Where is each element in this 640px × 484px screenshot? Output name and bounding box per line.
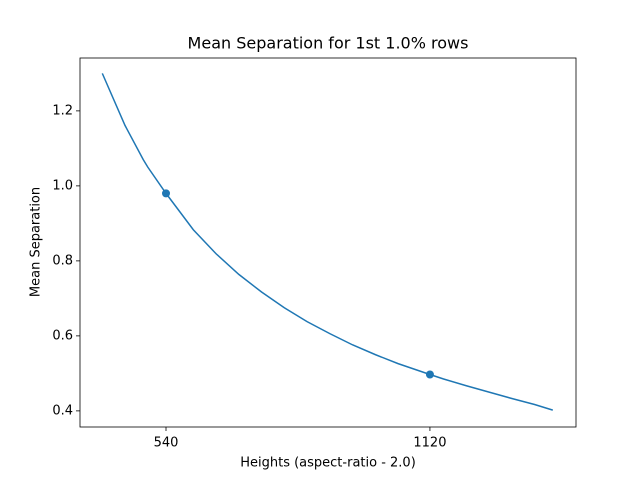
marker bbox=[425, 370, 434, 379]
x-tick-label: 540 bbox=[154, 436, 179, 451]
chart-title: Mean Separation for 1st 1.0% rows bbox=[188, 34, 469, 53]
line bbox=[101, 73, 554, 411]
y-tick-label: 1.0 bbox=[52, 178, 73, 193]
y-axis-label: Mean Separation bbox=[29, 187, 44, 297]
x-tick-label: 1120 bbox=[413, 436, 446, 451]
marker bbox=[162, 189, 171, 198]
plot-frame bbox=[79, 57, 577, 428]
y-tick-label: 0.6 bbox=[52, 328, 73, 343]
y-tick-label: 0.8 bbox=[52, 253, 73, 268]
y-tick-label: 0.4 bbox=[52, 403, 73, 418]
y-tick-label: 1.2 bbox=[52, 103, 73, 118]
x-axis-label: Heights (aspect-ratio - 2.0) bbox=[240, 456, 416, 471]
